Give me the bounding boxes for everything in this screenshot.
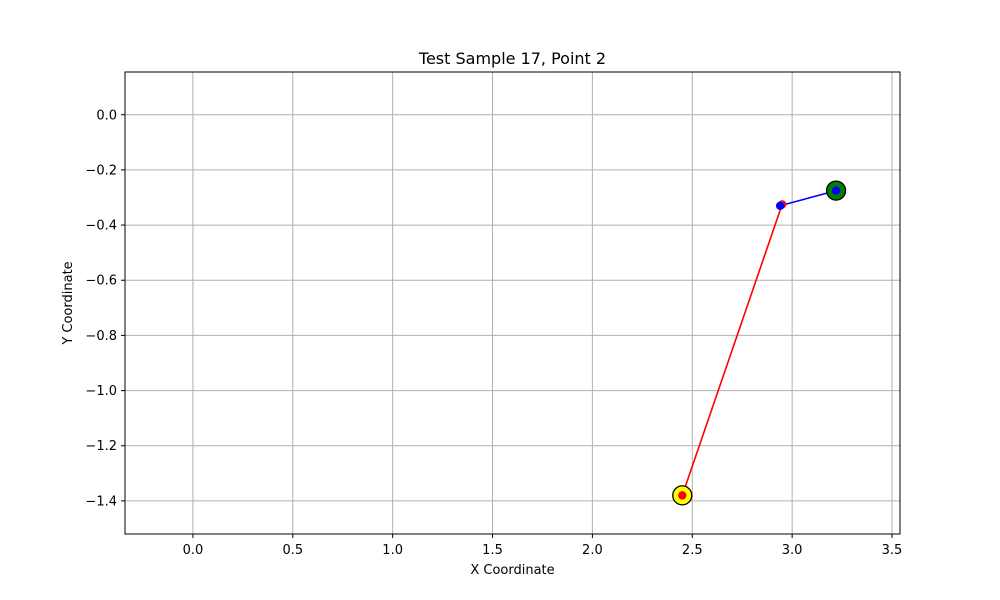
x-tick-label: 0.0	[183, 543, 204, 558]
y-tick-label: −1.4	[85, 494, 117, 509]
x-tick-label: 1.5	[482, 543, 503, 558]
data-point	[831, 186, 841, 195]
x-axis-label: X Coordinate	[470, 563, 554, 578]
x-axis-ticks: 0.0 0.5 1.0 1.5 2.0 2.5 3.0 3.5	[183, 534, 903, 558]
x-tick-label: 0.5	[282, 543, 303, 558]
series-line	[681, 204, 783, 496]
y-axis-ticks: 0.0 −0.2 −0.4 −0.6 −0.8 −1.0 −1.2 −1.4	[85, 108, 125, 509]
y-tick-label: −0.2	[85, 163, 117, 178]
data-point	[775, 201, 785, 210]
points	[672, 180, 847, 506]
x-tick-label: 2.5	[682, 543, 703, 558]
x-tick-label: 1.0	[382, 543, 403, 558]
y-tick-label: −0.8	[85, 329, 117, 344]
x-tick-label: 2.0	[582, 543, 603, 558]
y-tick-label: 0.0	[96, 108, 117, 123]
y-tick-label: −0.6	[85, 274, 117, 289]
plot-frame	[124, 71, 901, 535]
y-tick-label: −1.2	[85, 439, 117, 454]
x-tick-label: 3.0	[782, 543, 803, 558]
chart-title: Test Sample 17, Point 2	[418, 49, 606, 68]
y-axis-label: Y Coordinate	[61, 261, 76, 345]
grid	[125, 72, 900, 534]
y-tick-label: −0.4	[85, 219, 117, 234]
series-lines	[681, 189, 837, 496]
data-point	[678, 491, 687, 500]
y-tick-label: −1.0	[85, 384, 117, 399]
x-tick-label: 3.5	[882, 543, 903, 558]
